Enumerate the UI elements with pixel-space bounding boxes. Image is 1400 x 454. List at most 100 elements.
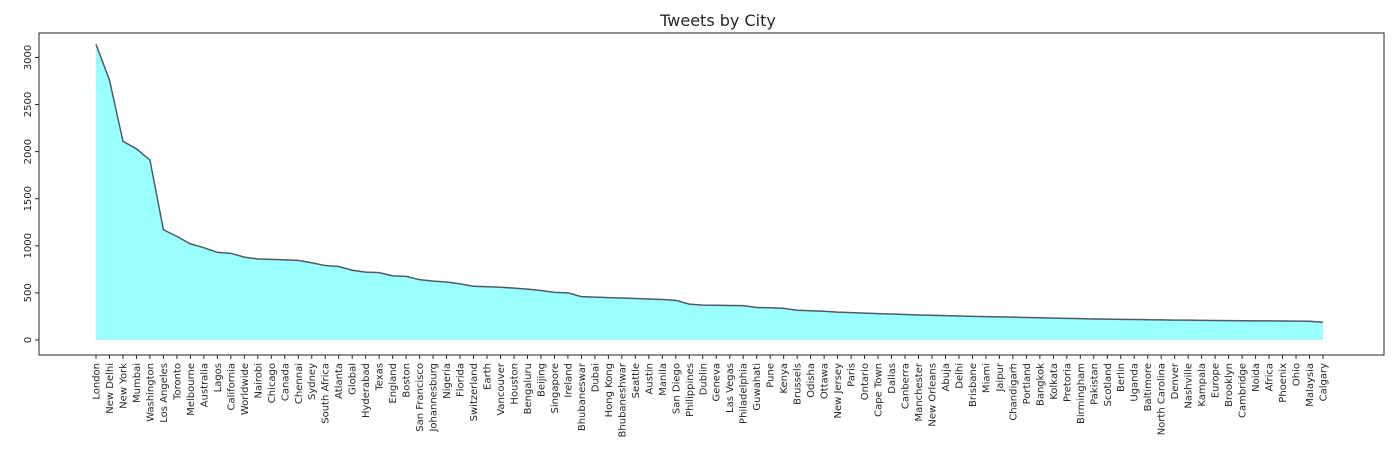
x-tick-label: Chicago [267, 363, 278, 403]
x-tick-label: New York [118, 363, 129, 409]
x-tick-label: Bangkok [1035, 363, 1046, 406]
x-tick-label: Ottawa [820, 363, 831, 399]
area-line [95, 44, 1324, 323]
x-tick-label: Dallas [887, 363, 898, 394]
x-tick-label: Kampala [1197, 363, 1208, 407]
x-tick-label: Mumbai [132, 363, 143, 403]
area-fill [96, 44, 1323, 340]
x-tick-label: Europe [1211, 363, 1222, 398]
y-tick-label: 2000 [23, 139, 34, 164]
x-tick-label: Hyderabad [361, 363, 372, 418]
x-tick-label: Delhi [954, 363, 965, 389]
y-tick-label: 1500 [23, 186, 34, 211]
x-tick-label: Paris [847, 363, 858, 387]
x-axis: London New Delhi New York Mumbai Washington L… [92, 355, 1330, 437]
x-tick-label: Portland [1022, 363, 1033, 404]
x-tick-label: Dubai [590, 363, 601, 392]
x-tick-label: Nashville [1184, 363, 1195, 409]
x-tick-label: Africa [1265, 363, 1276, 392]
x-tick-label: Chennai [294, 363, 305, 404]
x-tick-label: Bhubaneshwar [617, 362, 628, 437]
x-tick-label: Manila [658, 363, 669, 396]
x-tick-label: Noida [1251, 363, 1262, 392]
x-tick-label: Geneva [712, 363, 723, 401]
x-tick-label: Sydney [307, 363, 318, 400]
x-tick-label: Denver [1170, 362, 1181, 399]
x-tick-label: Birmingham [1076, 363, 1087, 424]
x-tick-label: Ireland [563, 363, 574, 398]
x-tick-label: Melbourne [186, 363, 197, 416]
x-tick-label: Earth [483, 363, 494, 390]
plot-frame [38, 32, 1385, 356]
x-tick-label: Lagos [213, 363, 224, 392]
x-tick-label: Berlin [1116, 363, 1127, 392]
x-tick-label: Austin [644, 363, 655, 394]
x-tick-label: Manchester [914, 362, 925, 421]
x-tick-label: Switzerland [469, 363, 480, 421]
area-layer [95, 44, 1324, 340]
x-tick-label: Pretoria [1062, 363, 1073, 402]
x-tick-label: Calgary [1319, 363, 1330, 401]
x-tick-label: Boston [402, 363, 413, 398]
x-tick-label: Beijing [536, 363, 547, 397]
x-tick-label: Australia [199, 363, 210, 407]
x-tick-label: New Jersey [833, 363, 844, 419]
x-tick-label: New Delhi [105, 363, 116, 414]
x-tick-label: Brooklyn [1224, 363, 1235, 407]
x-tick-label: Canberra [901, 363, 912, 409]
x-tick-label: Pune [766, 363, 777, 388]
x-tick-label: Philippines [685, 363, 696, 417]
x-tick-label: Brussels [793, 363, 804, 405]
x-tick-label: Johannesburg [429, 363, 440, 433]
y-tick-label: 500 [23, 283, 34, 302]
x-tick-label: San Francisco [415, 363, 426, 432]
x-tick-label: Odisha [806, 363, 817, 398]
chart-title: Tweets by City [659, 11, 776, 30]
x-tick-label: Bengaluru [523, 363, 534, 414]
x-tick-label: Hong Kong [604, 363, 615, 417]
x-tick-label: Pakistan [1089, 363, 1100, 405]
x-tick-label: Atlanta [334, 363, 345, 399]
x-tick-label: Los Angeles [159, 363, 170, 423]
x-tick-label: Seattle [631, 363, 642, 398]
x-tick-label: Jaipur [995, 362, 1006, 393]
x-tick-label: Baltimore [1143, 363, 1154, 411]
x-tick-label: Houston [509, 363, 520, 405]
x-tick-label: Cape Town [874, 363, 885, 417]
y-tick-label: 0 [23, 337, 34, 343]
y-tick-label: 1000 [23, 233, 34, 258]
x-tick-label: San Diego [671, 363, 682, 414]
x-tick-label: Philadelphia [739, 363, 750, 424]
y-tick-label: 3000 [23, 45, 34, 70]
x-tick-label: Singapore [550, 363, 561, 413]
x-tick-label: Washington [145, 363, 156, 422]
x-tick-label: Dublin [698, 363, 709, 395]
x-tick-label: North Carolina [1157, 363, 1168, 435]
x-tick-label: California [226, 363, 237, 411]
x-tick-label: Bhubaneswar [577, 362, 588, 431]
x-tick-label: Uganda [1130, 363, 1141, 402]
x-tick-label: Brisbane [968, 363, 979, 407]
x-tick-label: Texas [375, 363, 386, 392]
x-tick-label: Ohio [1292, 363, 1303, 386]
x-tick-label: Abuja [941, 363, 952, 391]
x-tick-label: Kenya [779, 363, 790, 394]
x-tick-label: Miami [981, 363, 992, 393]
x-tick-label: South Africa [321, 363, 332, 424]
x-tick-label: Florida [456, 363, 467, 397]
x-tick-label: Kolkata [1049, 363, 1060, 400]
x-tick-label: New Orleans [927, 363, 938, 427]
x-tick-label: London [92, 363, 103, 400]
x-tick-label: Malaysia [1305, 363, 1316, 407]
x-tick-label: Nairobi [253, 363, 264, 399]
x-tick-label: Phoenix [1278, 363, 1289, 403]
x-tick-label: Canada [280, 363, 291, 401]
x-tick-label: Chandigarh [1008, 363, 1019, 421]
x-tick-label: England [388, 363, 399, 404]
x-tick-label: Guwahati [752, 363, 763, 411]
x-tick-label: Ontario [860, 363, 871, 400]
x-tick-label: Las Vegas [725, 363, 736, 413]
x-tick-label: Toronto [172, 363, 183, 401]
x-tick-label: Nigeria [442, 363, 453, 399]
